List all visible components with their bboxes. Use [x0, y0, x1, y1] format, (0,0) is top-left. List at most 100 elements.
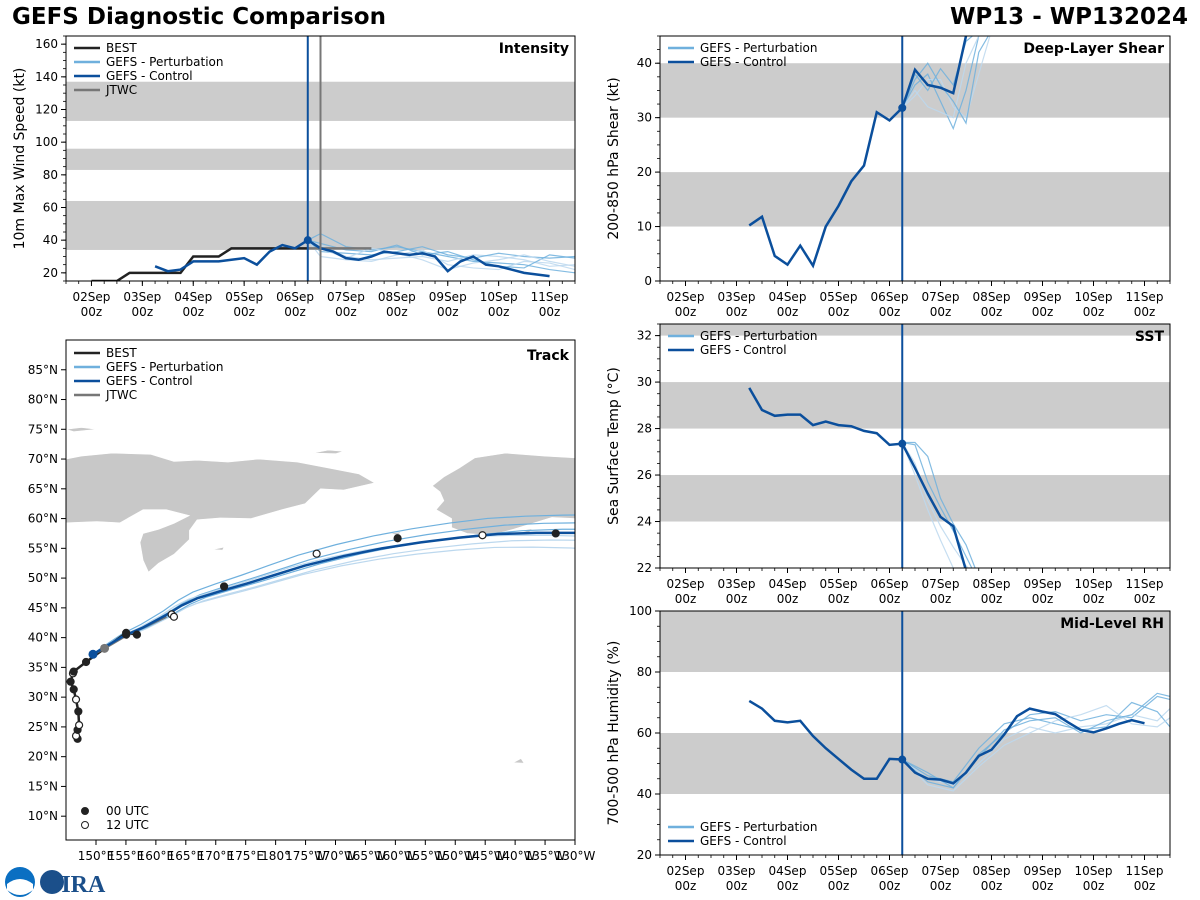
- track-ytick-label-10: 60°N: [28, 512, 58, 526]
- sst-plot-area: [660, 324, 1170, 568]
- shear-xtick-day-6: 08Sep: [973, 290, 1011, 304]
- shear-perturbation-member-3: [901, 36, 981, 119]
- shear-xtick-day-1: 03Sep: [718, 290, 756, 304]
- track-fix-00utc: [74, 707, 83, 716]
- track-ytick-label-7: 45°N: [28, 601, 58, 615]
- intensity-init-point: [303, 236, 312, 245]
- intensity-xtick-day-8: 10Sep: [480, 290, 518, 304]
- shear-xtick-day-5: 07Sep: [922, 290, 960, 304]
- track-fix-12utc: [598, 538, 605, 545]
- sst-ytick-label-1: 24: [637, 515, 652, 529]
- track-perturbation-member-3: [92, 546, 575, 655]
- intensity-legend-best: BEST: [106, 41, 137, 55]
- rh-xtick-day-4: 06Sep: [871, 864, 909, 878]
- track-fix-00utc: [66, 677, 75, 686]
- sst-band-2: [660, 324, 1170, 336]
- intensity-xtick-hour-3: 00z: [233, 305, 255, 319]
- shear-xtick-hour-3: 00z: [828, 305, 850, 319]
- track-legend-00utc: 00 UTC: [106, 804, 149, 818]
- sst-perturbation-member-2: [902, 441, 973, 568]
- shear-ytick-label-3: 30: [637, 111, 652, 125]
- track-control-line: [92, 531, 575, 656]
- intensity-legend-perturbation: GEFS - Perturbation: [106, 55, 223, 69]
- intensity-xtick-day-2: 04Sep: [174, 290, 212, 304]
- rh-panel: 2040608010002Sep00z03Sep00z04Sep00z05Sep…: [606, 604, 1171, 893]
- track-xtick-label-11: 155°W: [405, 849, 446, 863]
- track-legend-00utc-marker: [81, 807, 89, 815]
- sst-title: SST: [1135, 329, 1165, 345]
- rh-xtick-hour-8: 00z: [1083, 879, 1105, 893]
- rh-ytick-label-1: 40: [637, 787, 652, 801]
- intensity-xtick-day-5: 07Sep: [327, 290, 365, 304]
- intensity-ytick-label-1: 40: [43, 233, 58, 247]
- rh-ytick-label-0: 20: [637, 848, 652, 862]
- rh-xtick-day-9: 11Sep: [1126, 864, 1164, 878]
- sst-xtick-day-6: 08Sep: [973, 577, 1011, 591]
- shear-control-line: [748, 36, 968, 269]
- track-legend-jtwc: JTWC: [105, 388, 137, 402]
- intensity-xtick-hour-9: 00z: [539, 305, 561, 319]
- sst-ytick-label-4: 30: [637, 375, 652, 389]
- rh-xtick-day-7: 09Sep: [1024, 864, 1062, 878]
- sst-band-1: [660, 382, 1170, 429]
- track-xtick-label-12: 150°W: [435, 849, 476, 863]
- intensity-ytick-label-7: 160: [35, 37, 58, 51]
- track-fix-00utc: [81, 657, 91, 667]
- intensity-xtick-day-0: 02Sep: [73, 290, 111, 304]
- track-xtick-label-15: 135°W: [525, 849, 566, 863]
- rh-band-1: [660, 611, 1170, 672]
- sst-xtick-hour-6: 00z: [981, 592, 1003, 606]
- rh-legend-control: GEFS - Control: [700, 834, 787, 848]
- rh-legend-perturbation: GEFS - Perturbation: [700, 820, 817, 834]
- intensity-xtick-day-1: 03Sep: [123, 290, 161, 304]
- track-fix-00utc: [132, 630, 142, 639]
- intensity-xtick-day-9: 11Sep: [531, 290, 569, 304]
- rh-xtick-hour-6: 00z: [981, 879, 1003, 893]
- shear-legend-control: GEFS - Control: [700, 55, 787, 69]
- sst-legend-perturbation: GEFS - Perturbation: [700, 329, 817, 343]
- sst-perturbation-member-3: [901, 442, 969, 568]
- track-xtick-label-14: 140°W: [495, 849, 536, 863]
- track-ytick-label-0: 10°N: [28, 809, 58, 823]
- rh-perturbation-member-0: [901, 695, 1170, 789]
- land-mass-4: [212, 546, 225, 551]
- sst-ytick-label-3: 28: [637, 422, 652, 436]
- sst-xtick-hour-9: 00z: [1134, 592, 1156, 606]
- sst-ytick-label-2: 26: [637, 468, 652, 482]
- track-xtick-label-0: 150°E: [78, 849, 115, 863]
- track-legend-12utc: 12 UTC: [106, 818, 149, 832]
- intensity-ytick-label-3: 80: [43, 168, 58, 182]
- track-map-area: [66, 427, 605, 764]
- shear-xtick-day-2: 04Sep: [769, 290, 807, 304]
- sst-xtick-hour-1: 00z: [726, 592, 748, 606]
- track-fix-12utc: [478, 531, 487, 540]
- sst-ylabel: Sea Surface Temp (°C): [606, 367, 622, 525]
- rh-xtick-hour-5: 00z: [930, 879, 952, 893]
- sst-xtick-hour-3: 00z: [828, 592, 850, 606]
- sst-xtick-hour-4: 00z: [879, 592, 901, 606]
- track-panel: 10°N 15°N 20°N 25°N 30°N 35°N 40°N 45°N 50°N 55°N…: [28, 339, 605, 863]
- shear-xtick-hour-0: 00z: [675, 305, 697, 319]
- track-fix-00utc: [69, 685, 78, 694]
- track-xtick-label-8: 170°W: [315, 849, 356, 863]
- sst-xtick-day-0: 02Sep: [667, 577, 705, 591]
- shear-title: Deep-Layer Shear: [1023, 41, 1164, 57]
- track-fix-00utc: [122, 630, 131, 639]
- rh-xtick-day-3: 05Sep: [820, 864, 858, 878]
- intensity-xtick-hour-8: 00z: [488, 305, 510, 319]
- track-perturbation-member-2: [92, 514, 575, 655]
- shear-xtick-hour-4: 00z: [879, 305, 901, 319]
- sst-ytick-label-5: 32: [637, 329, 652, 343]
- intensity-ylabel: 10m Max Wind Speed (kt): [12, 68, 28, 250]
- shear-xtick-hour-1: 00z: [726, 305, 748, 319]
- sst-init-point: [898, 439, 907, 448]
- cira-logo-text: CIRA: [44, 872, 106, 898]
- intensity-title: Intensity: [499, 41, 569, 57]
- track-xtick-label-9: 165°W: [345, 849, 386, 863]
- shear-xtick-hour-7: 00z: [1032, 305, 1054, 319]
- rh-xtick-day-6: 08Sep: [973, 864, 1011, 878]
- track-control-init-point: [88, 649, 98, 659]
- track-ytick-label-2: 20°N: [28, 750, 58, 764]
- intensity-ytick-label-5: 120: [35, 103, 58, 117]
